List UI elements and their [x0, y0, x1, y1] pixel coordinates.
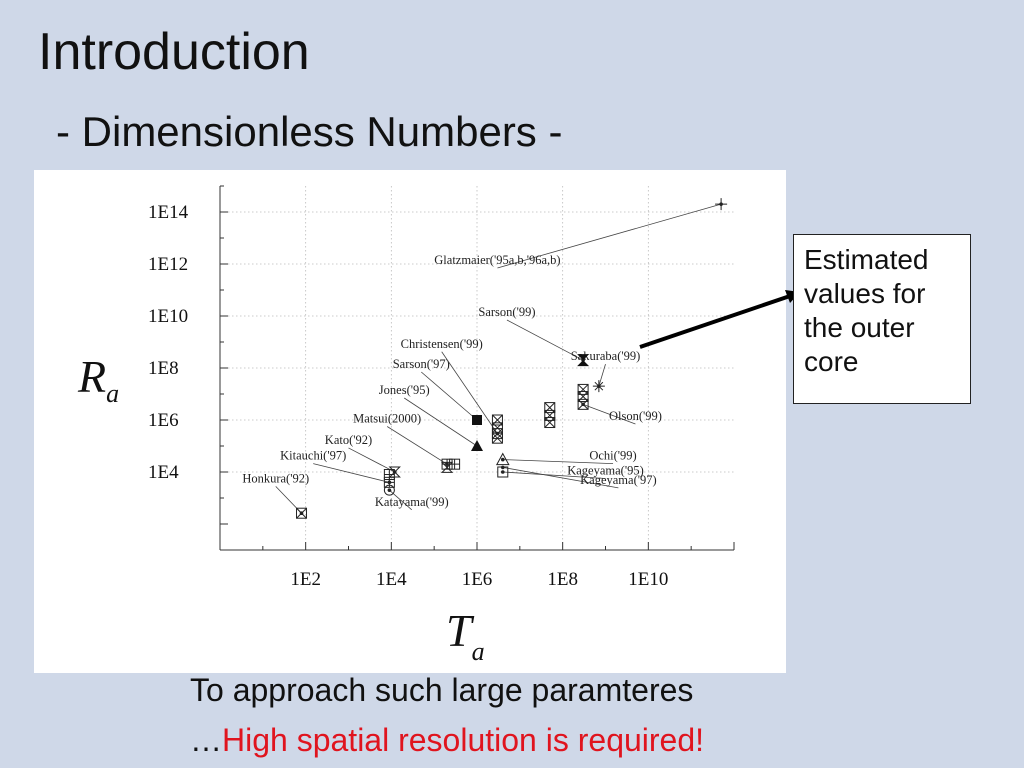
annotation-label: Sarson('97): [393, 357, 450, 371]
conclusion-line-1: To approach such large paramteres: [190, 672, 694, 708]
x-tick-label: 1E10: [628, 569, 668, 590]
data-point: [592, 380, 605, 393]
annotation-arrowhead: [500, 457, 505, 462]
annotation-leader: [582, 403, 636, 425]
data-point: [495, 452, 510, 466]
emphasis-text: High spatial resolution is required!: [222, 722, 705, 758]
scatter-chart: Honkura('92) Kitauchi('97) Kato('92) Matsui…: [77, 185, 735, 666]
annotation-leader: [404, 397, 478, 447]
y-tick-label: 1E8: [148, 358, 179, 379]
annotation-label: Matsui(2000): [353, 412, 421, 426]
annotation-label: Kato('92): [325, 433, 372, 447]
slide-title: Introduction: [38, 23, 310, 81]
annotation-leader: [313, 463, 390, 483]
x-tick-label: 1E2: [290, 569, 321, 590]
annotation-leader: [598, 364, 606, 387]
data-point: [544, 402, 556, 414]
annotation-leader: [497, 203, 722, 269]
ellipsis-text: …: [190, 722, 222, 758]
data-point: [577, 398, 589, 410]
data-point: [577, 354, 590, 367]
axis-layer: [219, 185, 735, 551]
data-point: [440, 461, 454, 473]
annotation-label: Sakuraba('99): [571, 349, 641, 363]
data-point: [577, 391, 589, 403]
data-point: [491, 432, 503, 444]
annotation-leader: [502, 471, 606, 479]
y-axis-label-main: R: [77, 351, 106, 402]
y-axis-label-sub: a: [106, 379, 119, 408]
annotation-leader: [502, 467, 619, 489]
data-point: [715, 198, 728, 211]
chart-figure: Honkura('92) Kitauchi('97) Kato('92) Matsui…: [34, 170, 786, 673]
annotation-label: Ochi('99): [589, 449, 636, 463]
annotation-label: Kitauchi('97): [280, 449, 346, 463]
annotation-leader: [386, 426, 448, 465]
slide-subtitle: - Dimensionless Numbers -: [56, 108, 563, 155]
y-tick-label: 1E12: [148, 254, 188, 275]
data-point: [471, 440, 483, 451]
callout-box: Estimated values for the outer core: [793, 234, 971, 404]
annotation-label: Glatzmaier('95a,b,'96a,b): [434, 253, 560, 267]
x-tick-label: 1E4: [376, 569, 407, 590]
x-axis-label: Ta: [446, 605, 485, 666]
data-point: [491, 414, 503, 426]
data-point: [497, 466, 509, 478]
annotation-label: Sarson('99): [478, 305, 535, 319]
y-axis-label: Ra: [77, 351, 119, 408]
data-point: [383, 476, 395, 488]
annotation-leader: [441, 351, 498, 434]
data-point: [449, 458, 461, 470]
annotation-label: Jones('95): [379, 383, 430, 397]
axis-label-layer: 1E2 1E4 1E6 1E8 1E101E41E61E81E101E121E14RaT…: [77, 202, 668, 666]
annotation-label: Kageyama('97): [580, 473, 657, 487]
x-tick-label: 1E6: [462, 569, 493, 590]
data-point: [544, 417, 556, 429]
conclusion-line-2: …High spatial resolution is required!: [190, 722, 704, 759]
annotation-leader: [348, 447, 395, 473]
annotation-label: Honkura('92): [242, 471, 309, 485]
x-tick-label: 1E8: [547, 569, 578, 590]
annotation-arrowhead: [500, 470, 505, 474]
annotation-leader: [421, 371, 478, 421]
x-axis-label-main: T: [446, 605, 475, 656]
y-tick-label: 1E10: [148, 306, 188, 327]
data-point: [472, 415, 482, 425]
point-layer: [296, 198, 728, 519]
annotation-label: Katayama('99): [375, 495, 449, 509]
x-axis-label-sub: a: [472, 637, 485, 666]
data-point: [296, 507, 308, 519]
data-point: [388, 466, 401, 478]
annotation-leader: [502, 459, 614, 464]
grid-layer: [220, 186, 734, 550]
annotation-layer: Honkura('92) Kitauchi('97) Kato('92) Matsui…: [242, 202, 723, 516]
data-point: [383, 484, 395, 496]
annotation-label: Olson('99): [609, 409, 662, 423]
y-tick-label: 1E4: [148, 462, 179, 483]
y-tick-label: 1E6: [148, 410, 179, 431]
y-tick-label: 1E14: [148, 202, 189, 223]
annotation-label: Kageyama('95): [567, 464, 644, 478]
annotation-leader: [506, 319, 584, 361]
annotation-arrowhead: [387, 488, 392, 492]
annotation-label: Christensen('99): [401, 337, 483, 351]
